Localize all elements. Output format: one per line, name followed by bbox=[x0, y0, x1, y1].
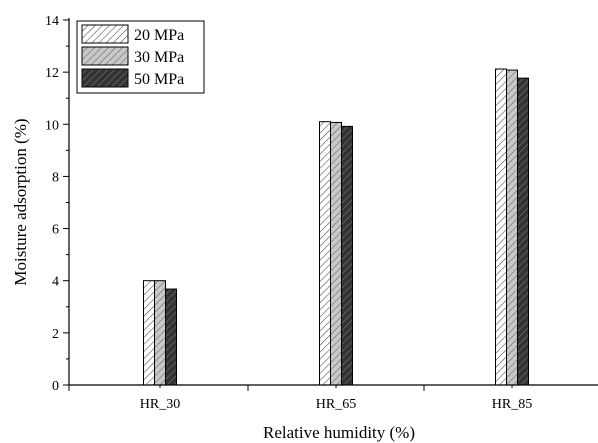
legend: 20 MPa 30 MPa 50 MPa bbox=[76, 20, 205, 94]
x-tick-label: HR_65 bbox=[316, 397, 356, 412]
y-tick-label: 10 bbox=[45, 118, 59, 133]
y-tick-label: 0 bbox=[52, 379, 59, 394]
bar-HR_30-series-1 bbox=[143, 280, 155, 386]
x-tick-label: HR_30 bbox=[140, 397, 180, 412]
x-tick-label: HR_85 bbox=[492, 397, 532, 412]
bar-HR_85-series-3 bbox=[517, 77, 529, 386]
bar-HR_65-series-3 bbox=[341, 125, 353, 386]
bar-HR_65-series-2 bbox=[330, 121, 342, 386]
bar-HR_85-series-1 bbox=[495, 68, 507, 386]
y-tick-label: 2 bbox=[52, 327, 59, 342]
y-tick-label: 4 bbox=[52, 275, 59, 290]
axes: 0 2 4 6 8 10 12 14 HR_30 HR_65 HR_85 bbox=[45, 14, 598, 412]
bars bbox=[143, 68, 529, 386]
bar-HR_30-series-2 bbox=[154, 280, 166, 386]
y-tick-label: 14 bbox=[45, 14, 59, 29]
legend-label: 30 MPa bbox=[134, 49, 184, 66]
bar-HR_85-series-2 bbox=[506, 69, 518, 386]
y-tick-label: 6 bbox=[52, 223, 59, 238]
y-tick-label: 8 bbox=[52, 170, 59, 185]
y-tick-label: 12 bbox=[45, 66, 59, 81]
bar-HR_65-series-1 bbox=[319, 121, 331, 386]
legend-swatch bbox=[81, 46, 129, 66]
legend-swatch bbox=[81, 24, 129, 44]
legend-label: 50 MPa bbox=[134, 71, 184, 88]
x-axis-title: Relative humidity (%) bbox=[263, 423, 415, 442]
bar-HR_30-series-3 bbox=[165, 288, 177, 386]
y-axis-title: Moisture adsorption (%) bbox=[11, 118, 30, 285]
legend-swatch bbox=[81, 68, 129, 88]
legend-label: 20 MPa bbox=[134, 27, 184, 44]
